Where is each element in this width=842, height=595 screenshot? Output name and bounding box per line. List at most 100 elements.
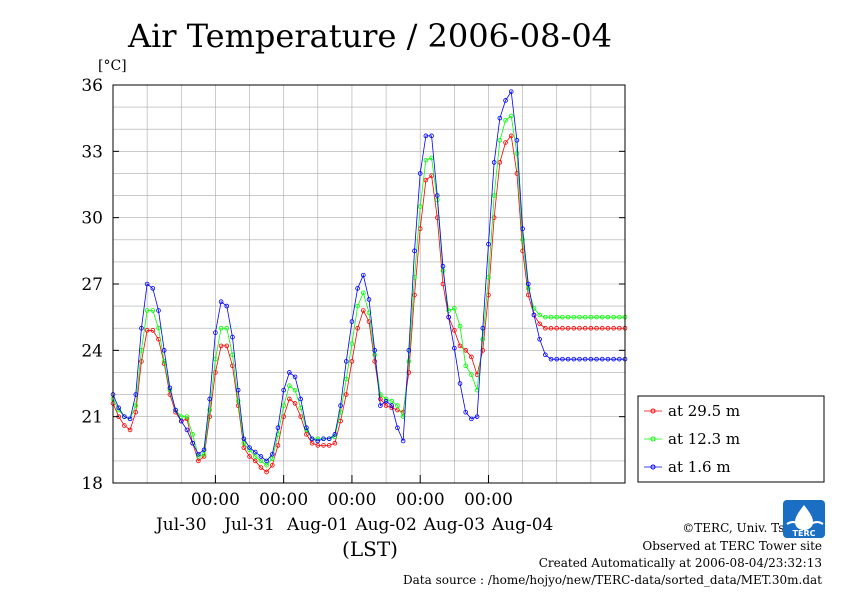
data-point (520, 237, 525, 243)
data-point (491, 160, 497, 165)
data-point (264, 463, 269, 468)
data-point (514, 137, 520, 143)
data-point (491, 193, 497, 198)
data-point (127, 427, 133, 433)
data-point (565, 325, 571, 331)
data-source-text: Data source : /home/hojyo/new/TERC-data/… (403, 573, 822, 587)
data-point (224, 343, 230, 349)
data-point (497, 137, 503, 143)
data-point (582, 325, 588, 331)
data-point (531, 306, 537, 311)
data-point (252, 454, 258, 459)
data-point (196, 458, 201, 464)
grid-lines (112, 84, 626, 484)
data-point (417, 204, 423, 209)
data-point (298, 396, 304, 402)
data-point (150, 286, 156, 291)
data-point (343, 392, 349, 397)
data-point (372, 348, 377, 353)
data-point (565, 356, 571, 362)
data-point (122, 414, 127, 419)
data-point (406, 370, 412, 375)
data-point (378, 392, 383, 397)
data-point (611, 325, 616, 331)
data-point (275, 425, 281, 431)
data-point (543, 325, 548, 331)
terc-logo: TERC (783, 500, 825, 538)
data-point (269, 456, 275, 461)
data-point (332, 432, 338, 437)
data-point (400, 438, 406, 444)
data-point (144, 308, 150, 313)
data-point (503, 140, 508, 145)
legend-box (637, 395, 825, 483)
data-point (446, 314, 451, 320)
data-point (525, 286, 531, 291)
data-point (247, 445, 252, 450)
data-point (395, 403, 400, 408)
data-point (190, 432, 195, 437)
data-point (184, 427, 190, 433)
data-point (349, 359, 355, 364)
data-point (309, 440, 315, 446)
data-point (611, 356, 616, 362)
data-point (338, 403, 343, 408)
y-tick-label: 33 (81, 142, 103, 162)
x-axis-label: (LST) (342, 537, 398, 561)
x-tick-date-label: Aug-03 (423, 515, 485, 535)
data-point (440, 264, 446, 269)
data-point (514, 151, 520, 156)
data-point (605, 314, 611, 320)
data-point (525, 281, 531, 287)
data-point (571, 356, 577, 362)
data-point (133, 392, 139, 397)
data-point (343, 359, 349, 364)
data-point (537, 321, 542, 327)
data-point (446, 308, 451, 313)
data-point (480, 348, 486, 353)
data-point (582, 356, 588, 362)
data-point (548, 325, 554, 331)
data-point (349, 341, 355, 347)
data-point (577, 325, 582, 331)
data-point (520, 226, 525, 232)
data-point (389, 398, 395, 404)
data-point (389, 403, 395, 408)
y-tick-label: 27 (81, 275, 103, 295)
x-tick-date-label: Aug-02 (354, 515, 416, 535)
data-point (508, 133, 514, 139)
data-point (554, 314, 560, 320)
data-point (269, 451, 275, 457)
data-point (429, 173, 434, 178)
data-point (264, 469, 269, 475)
data-point (383, 403, 389, 408)
series-0 (110, 133, 628, 475)
data-point (361, 308, 366, 313)
data-point (133, 409, 139, 415)
data-point (349, 319, 355, 324)
y-tick-label: 30 (81, 209, 103, 229)
data-point (309, 436, 315, 442)
data-point (252, 449, 258, 455)
data-point (537, 312, 542, 318)
data-point (213, 370, 218, 375)
data-point (292, 387, 298, 393)
data-point (594, 325, 599, 331)
data-point (258, 465, 264, 470)
legend-swatch-marker (650, 464, 656, 470)
logo-text: TERC (793, 529, 816, 538)
data-point (503, 118, 508, 123)
x-tick-date-label: Jul-30 (154, 515, 207, 535)
y-tick-label: 24 (81, 341, 103, 361)
x-tick-date-label: Aug-04 (491, 515, 553, 535)
data-point (321, 436, 326, 442)
data-point (361, 272, 366, 278)
data-point (150, 328, 156, 333)
data-point (361, 290, 366, 296)
x-tick-date-label: Aug-01 (286, 515, 348, 535)
data-point (463, 409, 469, 415)
data-point (412, 248, 417, 254)
data-point (457, 381, 463, 386)
data-point (150, 308, 156, 313)
